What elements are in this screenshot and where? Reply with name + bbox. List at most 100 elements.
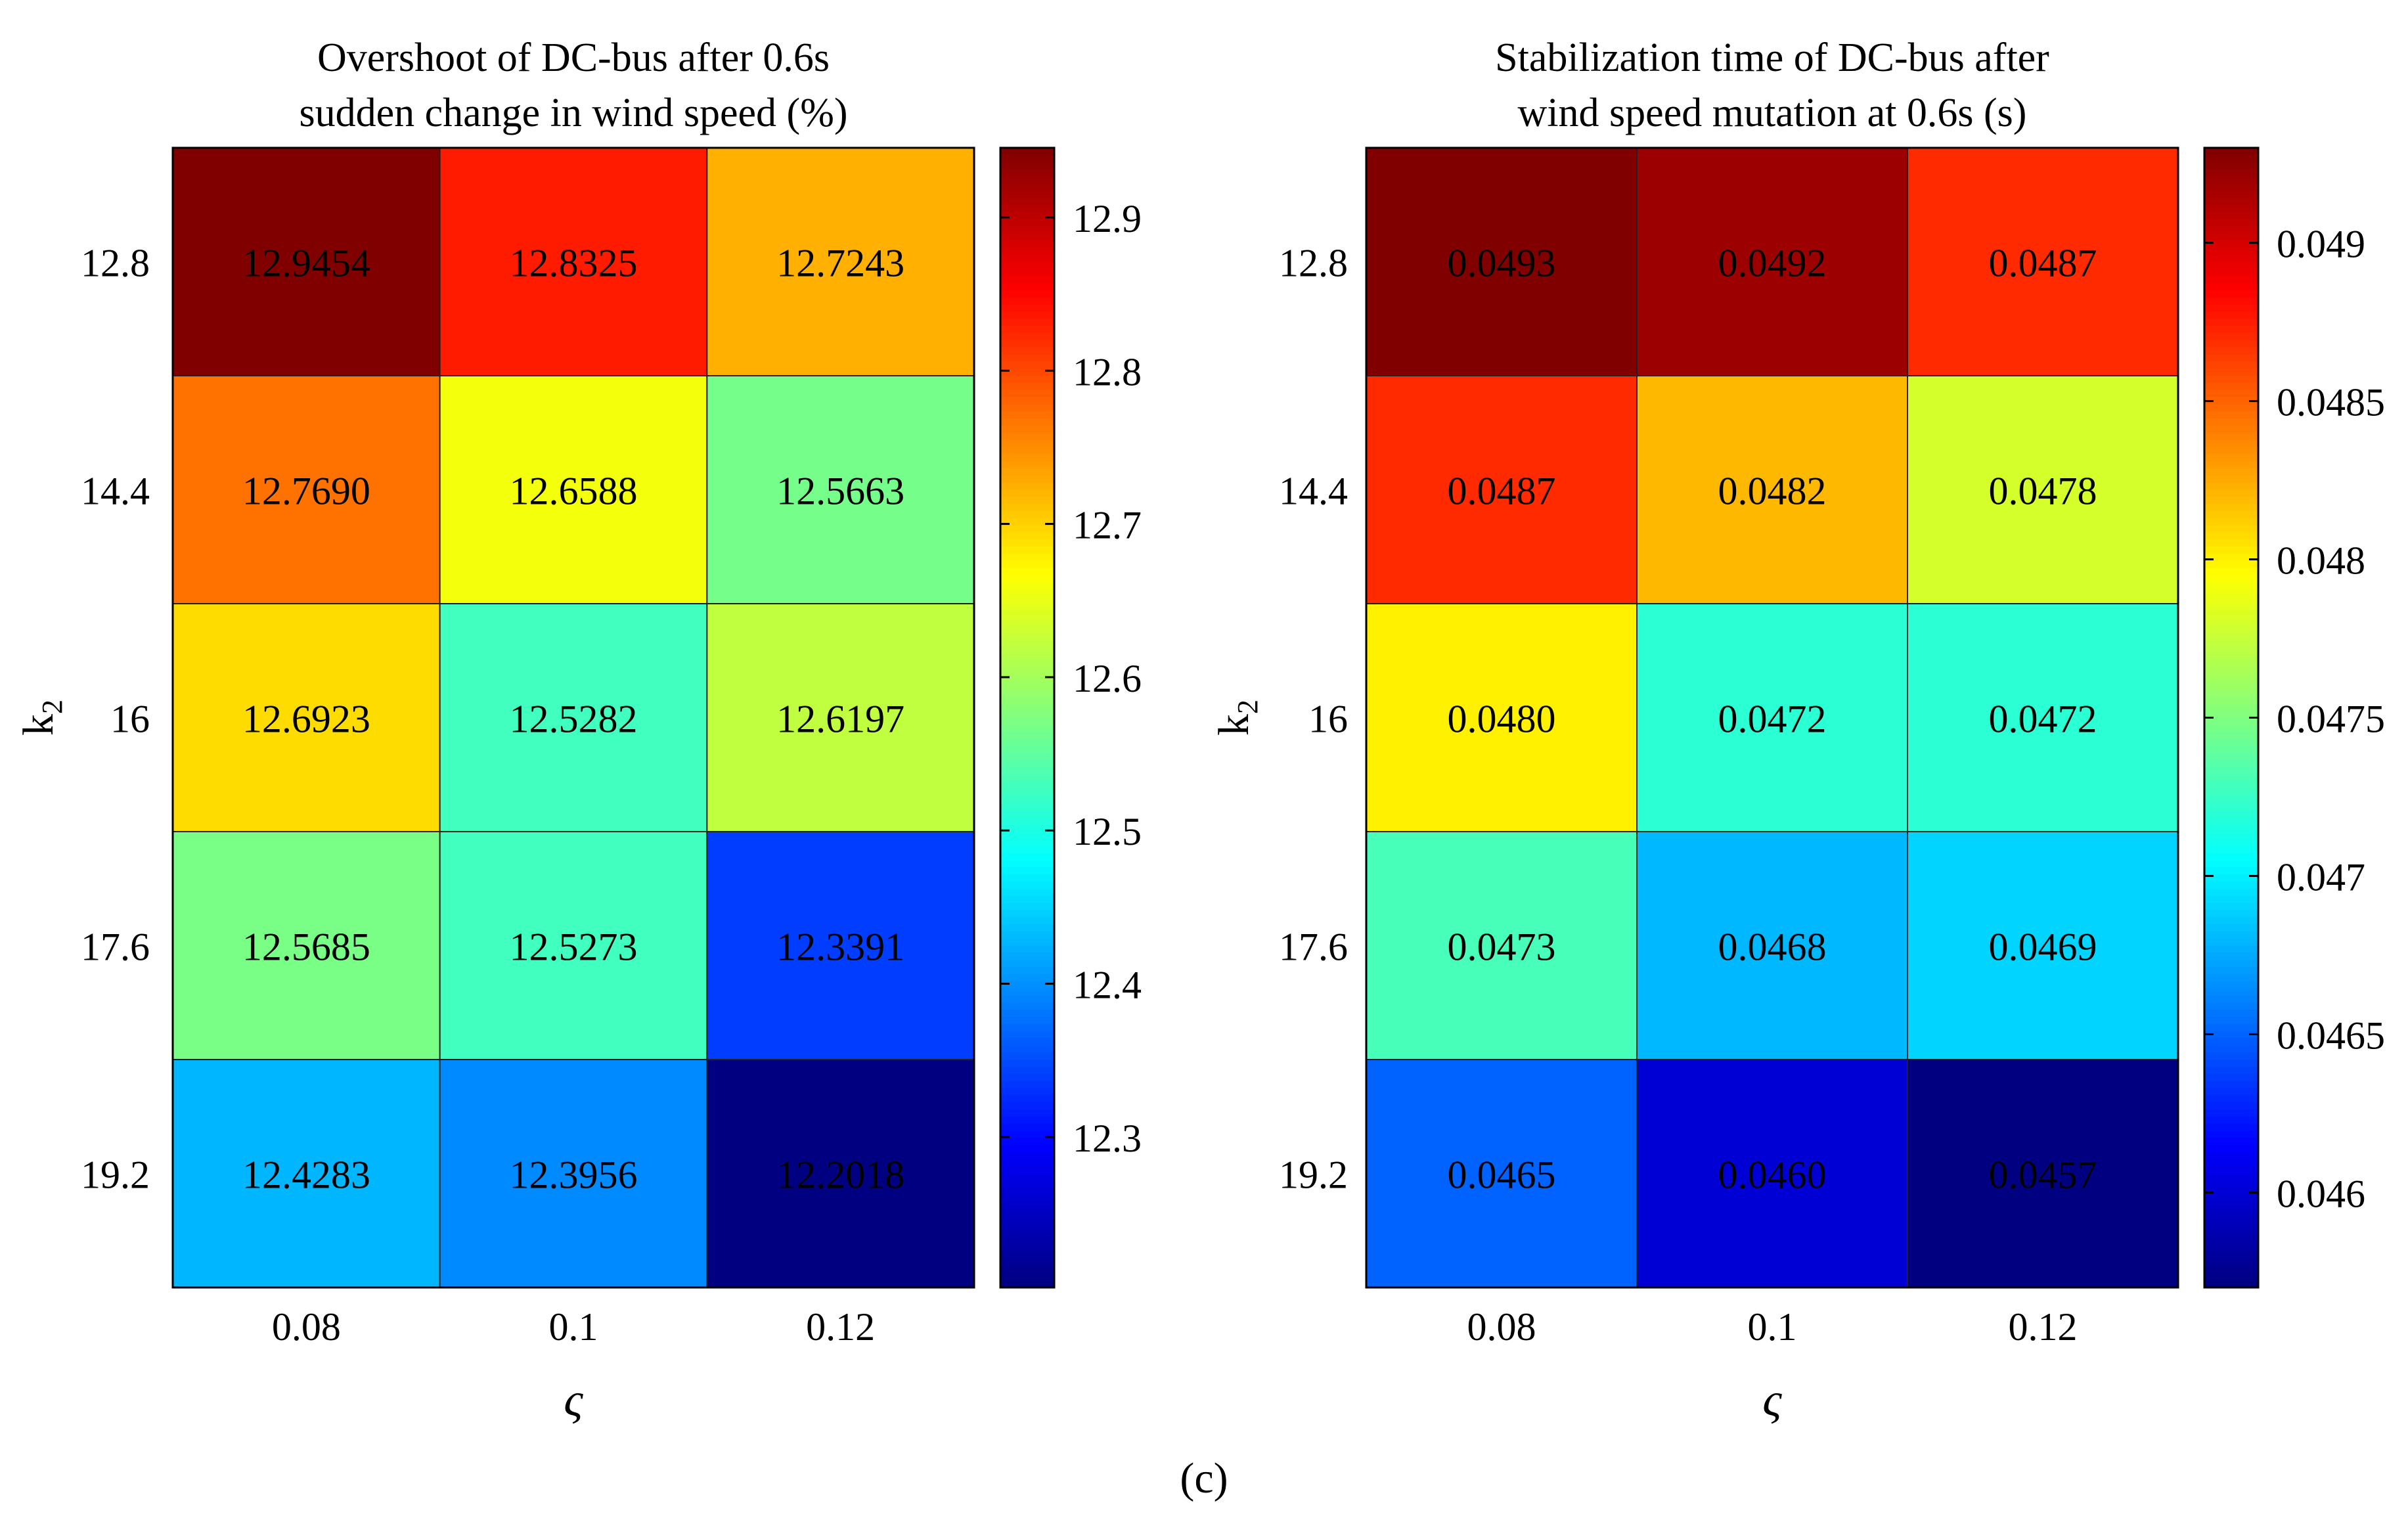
y-axis-label-base: k (14, 714, 62, 736)
colorbar-segment (1000, 575, 1054, 583)
cell-value-label: 0.0473 (1448, 926, 1556, 969)
colorbar-segment (2204, 788, 2258, 797)
colorbar-segment (2204, 832, 2258, 839)
colorbar-segment (1000, 675, 1054, 683)
colorbar-segment (1000, 803, 1054, 811)
colorbar-segment (1000, 532, 1054, 541)
colorbar-segment (2204, 617, 2258, 626)
colorbar-segment (1000, 461, 1054, 469)
colorbar-segment (1000, 853, 1054, 861)
colorbar-segment (2204, 653, 2258, 661)
cell-value-label: 0.0469 (1989, 926, 2097, 969)
colorbar-segment (1000, 1251, 1054, 1260)
chart-title-line: Stabilization time of DC-bus after (1495, 35, 2049, 80)
colorbar-segment (2204, 283, 2258, 291)
x-tick-label: 0.1 (1748, 1305, 1797, 1349)
colorbar-segment (1000, 511, 1054, 519)
colorbar-segment (1000, 995, 1054, 1004)
colorbar-segment (2204, 1180, 2258, 1189)
colorbar-segment (2204, 582, 2258, 591)
plot-frame (171, 146, 975, 1289)
colorbar-segment (2204, 254, 2258, 263)
colorbar-segment (1000, 1102, 1054, 1110)
colorbar-segment (2204, 760, 2258, 769)
colorbar-segment (1000, 247, 1054, 256)
colorbar-segment (2204, 183, 2258, 192)
colorbar-segment (1000, 311, 1054, 320)
colorbar-segment (2204, 276, 2258, 284)
colorbar-segment (1000, 204, 1054, 213)
colorbar-segment (1000, 361, 1054, 370)
plot-frame (1365, 146, 2179, 1289)
colorbar-segment (1000, 276, 1054, 284)
colorbar-segment (1000, 411, 1054, 420)
colorbar-segment (2204, 967, 2258, 975)
colorbar-segment (1000, 1130, 1054, 1139)
colorbar-segment (2204, 1066, 2258, 1075)
cell-value-label: 0.0487 (1989, 242, 2097, 285)
colorbar-segment (1000, 1280, 1054, 1288)
colorbar-segment (1000, 283, 1054, 291)
colorbar-segment (2204, 703, 2258, 711)
heatmap-cell (1636, 1059, 1908, 1288)
colorbar-segment (1000, 1238, 1054, 1245)
colorbar-segment (1000, 988, 1054, 996)
colorbar-segment (2204, 974, 2258, 982)
heatmap-cell (172, 831, 441, 1060)
colorbar-segment (2204, 1038, 2258, 1046)
colorbar-segment (2204, 952, 2258, 961)
colorbar-segment (1000, 945, 1054, 954)
colorbar-segment (1000, 960, 1054, 968)
colorbar-segment (1000, 1138, 1054, 1146)
colorbar-segment (2204, 860, 2258, 868)
colorbar-segment (1000, 560, 1054, 569)
heatmap-cell (439, 1059, 708, 1288)
colorbar-segment (2204, 1109, 2258, 1117)
colorbar-segment (2204, 1195, 2258, 1203)
colorbar-segment (2204, 304, 2258, 313)
heatmap-cell (172, 603, 441, 832)
heatmap-cell (1636, 375, 1908, 604)
y-axis-label-base: k (1210, 714, 1258, 736)
colorbar-segment (2204, 568, 2258, 576)
colorbar-segment (2204, 340, 2258, 348)
colorbar-segment (2204, 525, 2258, 533)
x-axis-label: ς (564, 1374, 583, 1426)
colorbar-segment (1000, 568, 1054, 576)
colorbar-segment (1000, 596, 1054, 604)
colorbar-segment (1000, 240, 1054, 248)
colorbar-segment (1000, 319, 1054, 327)
chart-title-line: sudden change in wind speed (%) (299, 91, 847, 135)
colorbar-segment (1000, 332, 1054, 341)
cell-value-label: 0.0472 (1989, 698, 2097, 741)
colorbar-segment (1000, 682, 1054, 690)
colorbar-segment (1000, 1273, 1054, 1282)
colorbar-segment (2204, 432, 2258, 441)
colorbar-segment (2204, 169, 2258, 177)
colorbar-segment (2204, 960, 2258, 968)
colorbar-segment (1000, 1116, 1054, 1125)
colorbar-tick-label: 12.4 (1073, 964, 1142, 1007)
heatmap-cell (706, 375, 975, 604)
colorbar-segment (1000, 297, 1054, 305)
colorbar-segment (1000, 261, 1054, 270)
cell-value-label: 12.6588 (510, 470, 638, 513)
panel-label: (c) (1180, 1454, 1228, 1502)
colorbar-tick-label: 0.048 (2277, 539, 2365, 583)
colorbar-segment (1000, 1145, 1054, 1153)
colorbar-segment (2204, 1116, 2258, 1125)
colorbar-segment (1000, 667, 1054, 676)
colorbar-segment (2204, 625, 2258, 633)
x-axis-label: ς (1762, 1374, 1782, 1426)
colorbar-segment (1000, 903, 1054, 911)
colorbar-segment (2204, 190, 2258, 198)
colorbar-segment (2204, 461, 2258, 469)
x-tick-label: 0.12 (806, 1305, 875, 1349)
cell-value-label: 0.0465 (1448, 1153, 1556, 1197)
colorbar-segment (2204, 1031, 2258, 1039)
heatmap-cell (706, 603, 975, 832)
colorbar-segment (1000, 639, 1054, 648)
colorbar-segment (1000, 1173, 1054, 1182)
colorbar-tick-label: 0.0475 (2277, 698, 2385, 741)
colorbar-segment (1000, 326, 1054, 334)
